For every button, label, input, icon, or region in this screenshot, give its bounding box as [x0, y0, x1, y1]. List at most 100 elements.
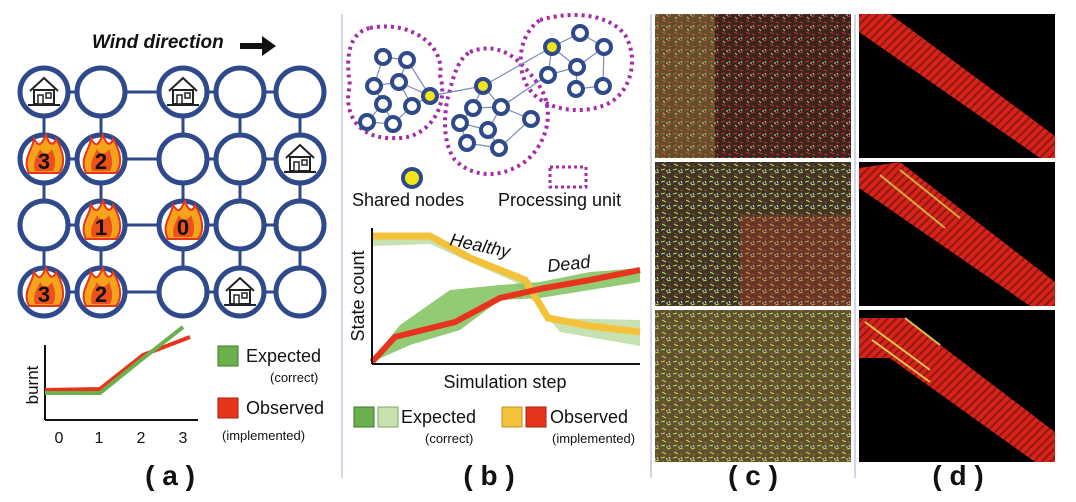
graph-node — [374, 95, 392, 113]
fire-count-label: 1 — [95, 215, 107, 240]
burnt-expected-line — [45, 325, 185, 395]
graph-node — [568, 58, 586, 76]
burnt-chart: burnt 0 1 2 3 — [23, 325, 198, 447]
tick-label-3: 3 — [179, 430, 188, 447]
fire-count-label: 2 — [95, 282, 107, 307]
fire-count-label: 2 — [95, 149, 107, 174]
graph-node — [490, 139, 508, 157]
shared-node-legend-icon — [401, 167, 423, 189]
graph-node — [539, 66, 557, 84]
fire-icon: 2 — [82, 132, 122, 174]
yellow-streaks-d-bottom — [864, 317, 941, 383]
fire-cells: 3 2 1 0 3 2 — [25, 132, 204, 307]
graph-edge — [500, 74, 549, 108]
heatmap-c-middle-tint — [740, 215, 851, 306]
fire-icon: 1 — [82, 198, 122, 240]
legend-b-expected-light-swatch — [377, 406, 399, 428]
grid-cell-r3-c4 — [273, 265, 327, 319]
panel-a: Wind direction 3 2 1 0 3 2 burnt 0 1 2 3 Expe… — [17, 32, 327, 491]
graph-node — [571, 24, 589, 42]
legend-a-expected-sub: (correct) — [270, 370, 318, 385]
processing-unit-center — [443, 46, 550, 177]
graph-node — [479, 121, 497, 139]
processing-unit-left — [346, 24, 445, 141]
dead-expected-band — [372, 268, 640, 362]
heatmap-c-middle — [655, 162, 851, 306]
heatmap-c-bottom-tint — [655, 310, 851, 462]
graph-node — [594, 77, 612, 95]
grid-cell-r3-c2 — [156, 265, 210, 319]
burnt-y-label: burnt — [23, 365, 42, 404]
house-cells — [28, 76, 316, 306]
tick-label-1: 1 — [95, 430, 104, 447]
graph-node — [567, 80, 585, 98]
grid-cell-r0-c4 — [273, 65, 327, 119]
panel-c: ( c ) — [655, 14, 851, 491]
grid-cell-r2-c0 — [17, 198, 71, 252]
diagonal-band-d-top — [859, 14, 1055, 158]
flame-inner — [34, 282, 56, 304]
graph-node — [522, 110, 540, 128]
house-icon — [224, 276, 256, 306]
fire-icon: 2 — [82, 265, 122, 307]
state-x-label: Simulation step — [443, 372, 566, 392]
legend-a-observed-label: Observed — [246, 398, 324, 418]
graph-node — [451, 114, 469, 132]
graph-node — [365, 77, 383, 95]
grid-cell-r1-c2 — [156, 132, 210, 186]
legend-b-expected-sub: (correct) — [425, 431, 473, 446]
grid-cell-r2-c4 — [273, 198, 327, 252]
fire-count-label: 0 — [177, 215, 189, 240]
graph-node — [390, 73, 408, 91]
grid-connectors — [42, 90, 302, 294]
burnt-observed-line — [44, 335, 191, 392]
shared-node — [474, 77, 492, 95]
healthy-label: Healthy — [448, 229, 513, 261]
legend-a-expected-label: Expected — [246, 346, 321, 366]
heatmap-c-top-tint — [655, 14, 715, 158]
wind-direction-label: Wind direction — [92, 32, 224, 53]
shared-nodes-label: Shared nodes — [352, 190, 464, 210]
tick-label-0: 0 — [55, 430, 64, 447]
panel-d: ( d ) — [859, 14, 1055, 491]
graph-node — [403, 97, 421, 115]
yellow-streaks-d-middle — [879, 169, 961, 229]
healthy-observed-line — [372, 232, 641, 336]
fire-icon: 3 — [25, 265, 65, 307]
healthy-expected-band — [372, 236, 640, 346]
graph-edge — [482, 46, 553, 87]
fire-icon: 3 — [25, 132, 65, 174]
flame-inner — [173, 215, 195, 237]
house-icon — [167, 76, 199, 106]
shared-node — [421, 87, 439, 105]
legend-b-observed-sub: (implemented) — [552, 431, 635, 446]
grid-cell-r0-c3 — [213, 65, 267, 119]
grid-cell-r0-c1 — [74, 65, 128, 119]
grid-cell-r1-c3 — [213, 132, 267, 186]
flame-inner — [34, 149, 56, 171]
legend-a-observed-sub: (implemented) — [222, 428, 305, 443]
caption-d: ( d ) — [932, 460, 983, 491]
house-icon — [284, 143, 316, 173]
heatmap-c-top — [655, 14, 851, 158]
fire-icon: 0 — [164, 198, 204, 240]
dead-label: Dead — [546, 251, 592, 275]
graph-node — [384, 115, 402, 133]
legend-b-expected-dark-swatch — [353, 406, 375, 428]
graph-nodes — [358, 24, 613, 157]
state-count-chart: State count Simulation step Healthy Dead — [348, 228, 641, 392]
legend-a-expected-swatch — [217, 345, 239, 367]
processing-unit-label: Processing unit — [498, 190, 621, 210]
processing-unit-legend-icon — [548, 165, 588, 189]
graph-node — [358, 113, 376, 131]
tick-label-2: 2 — [137, 430, 146, 447]
wind-arrow-icon — [240, 36, 276, 56]
fire-count-label: 3 — [38, 282, 50, 307]
heatmap-c-bottom — [655, 310, 851, 462]
legend-b-observed-red-swatch — [525, 406, 547, 428]
flame-inner — [91, 149, 113, 171]
flame-inner — [91, 282, 113, 304]
grid-cell-r2-c3 — [213, 198, 267, 252]
